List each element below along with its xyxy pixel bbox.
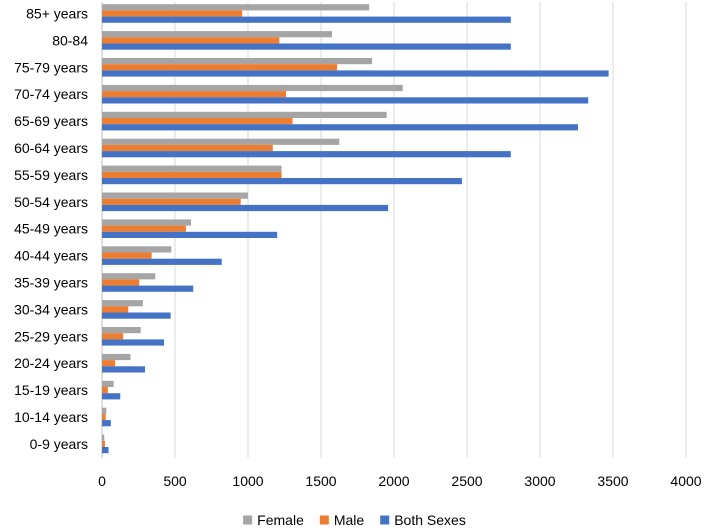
bar-both-sexes xyxy=(102,43,511,50)
bar-female xyxy=(102,31,332,38)
legend-item: Female xyxy=(243,512,304,528)
bar-male xyxy=(102,64,338,71)
bar-both-sexes xyxy=(102,70,609,77)
category-label: 15-19 years xyxy=(14,382,88,398)
bar-both-sexes xyxy=(102,339,165,346)
bar-male xyxy=(102,10,243,17)
bar-both-sexes xyxy=(102,231,278,238)
bar-both-sexes xyxy=(102,258,222,265)
x-tick-label: 0 xyxy=(98,473,106,489)
category-label: 80-84 xyxy=(52,32,88,48)
x-tick-label: 3000 xyxy=(524,473,555,489)
x-tick-label: 4000 xyxy=(670,473,701,489)
category-label: 85+ years xyxy=(26,6,88,22)
legend-label: Male xyxy=(334,512,365,528)
bar-female xyxy=(102,4,370,11)
bar-female xyxy=(102,111,387,118)
bar-both-sexes xyxy=(102,97,589,104)
bar-both-sexes xyxy=(102,285,194,292)
bar-female xyxy=(102,219,192,226)
category-label: 60-64 years xyxy=(14,140,88,156)
x-tick-label: 2000 xyxy=(378,473,409,489)
bar-both-sexes xyxy=(102,366,146,373)
bar-male xyxy=(102,360,116,367)
category-label: 65-69 years xyxy=(14,113,88,129)
bar-male xyxy=(102,171,282,178)
category-label: 50-54 years xyxy=(14,194,88,210)
bar-female xyxy=(102,58,373,65)
category-label: 35-39 years xyxy=(14,275,88,291)
bar-both-sexes xyxy=(102,393,121,400)
category-label: 20-24 years xyxy=(14,355,88,371)
legend-label: Female xyxy=(257,512,304,528)
bar-male xyxy=(102,91,286,98)
bar-both-sexes xyxy=(102,312,171,319)
bar-male xyxy=(102,306,129,313)
category-label: 75-79 years xyxy=(14,59,88,75)
bar-male xyxy=(102,144,273,152)
category-label: 10-14 years xyxy=(14,409,88,425)
bar-female xyxy=(102,300,143,307)
bar-female xyxy=(102,434,105,441)
x-tick-label: 3500 xyxy=(597,473,628,489)
bar-male xyxy=(102,440,105,447)
legend: Female Male Both Sexes xyxy=(243,512,466,528)
category-label: 55-59 years xyxy=(14,167,88,183)
bar-male xyxy=(102,37,280,44)
bar-male xyxy=(102,333,124,340)
gridlines xyxy=(101,2,687,458)
bar-both-sexes xyxy=(102,447,109,454)
bar-male xyxy=(102,118,293,125)
legend-item: Male xyxy=(319,512,365,528)
category-labels: 85+ years 80-84 75-79 years 70-74 years 65-6… xyxy=(14,6,88,452)
bar-female xyxy=(102,138,340,145)
legend-swatch xyxy=(380,515,390,525)
category-label: 45-49 years xyxy=(14,221,88,237)
bar-marks xyxy=(102,4,609,454)
bar-female xyxy=(102,327,141,334)
bar-female xyxy=(102,84,403,92)
bar-male xyxy=(102,413,106,421)
x-tick-label: 1000 xyxy=(232,473,263,489)
bar-male xyxy=(102,225,186,232)
category-label: 40-44 years xyxy=(14,248,88,264)
bar-female xyxy=(102,407,107,414)
bar-female xyxy=(102,165,282,172)
x-tick-label: 500 xyxy=(163,473,187,489)
x-tick-label: 1500 xyxy=(305,473,336,489)
bar-both-sexes xyxy=(102,151,511,158)
bar-both-sexes xyxy=(102,16,511,23)
legend-swatch xyxy=(319,515,329,525)
bar-female xyxy=(102,192,248,199)
bar-male xyxy=(102,387,108,394)
bar-both-sexes xyxy=(102,178,462,185)
category-label: 30-34 years xyxy=(14,301,88,317)
bar-male xyxy=(102,198,241,205)
category-label: 0-9 years xyxy=(30,436,88,452)
x-axis-tick-labels: 0 500 1000 1500 2000 2500 3000 3500 4000 xyxy=(98,473,702,489)
bar-both-sexes xyxy=(102,204,389,212)
legend-item: Both Sexes xyxy=(380,512,466,528)
x-tick-label: 2500 xyxy=(451,473,482,489)
bar-male xyxy=(102,252,152,259)
bar-female xyxy=(102,246,172,253)
bar-both-sexes xyxy=(102,124,578,131)
bar-male xyxy=(102,279,140,286)
legend-label: Both Sexes xyxy=(394,512,466,528)
legend-swatch xyxy=(243,515,253,525)
bar-female xyxy=(102,353,131,361)
category-label: 70-74 years xyxy=(14,86,88,102)
bar-female xyxy=(102,380,114,387)
category-label: 25-29 years xyxy=(14,328,88,344)
bar-female xyxy=(102,273,156,280)
bar-both-sexes xyxy=(102,420,111,427)
